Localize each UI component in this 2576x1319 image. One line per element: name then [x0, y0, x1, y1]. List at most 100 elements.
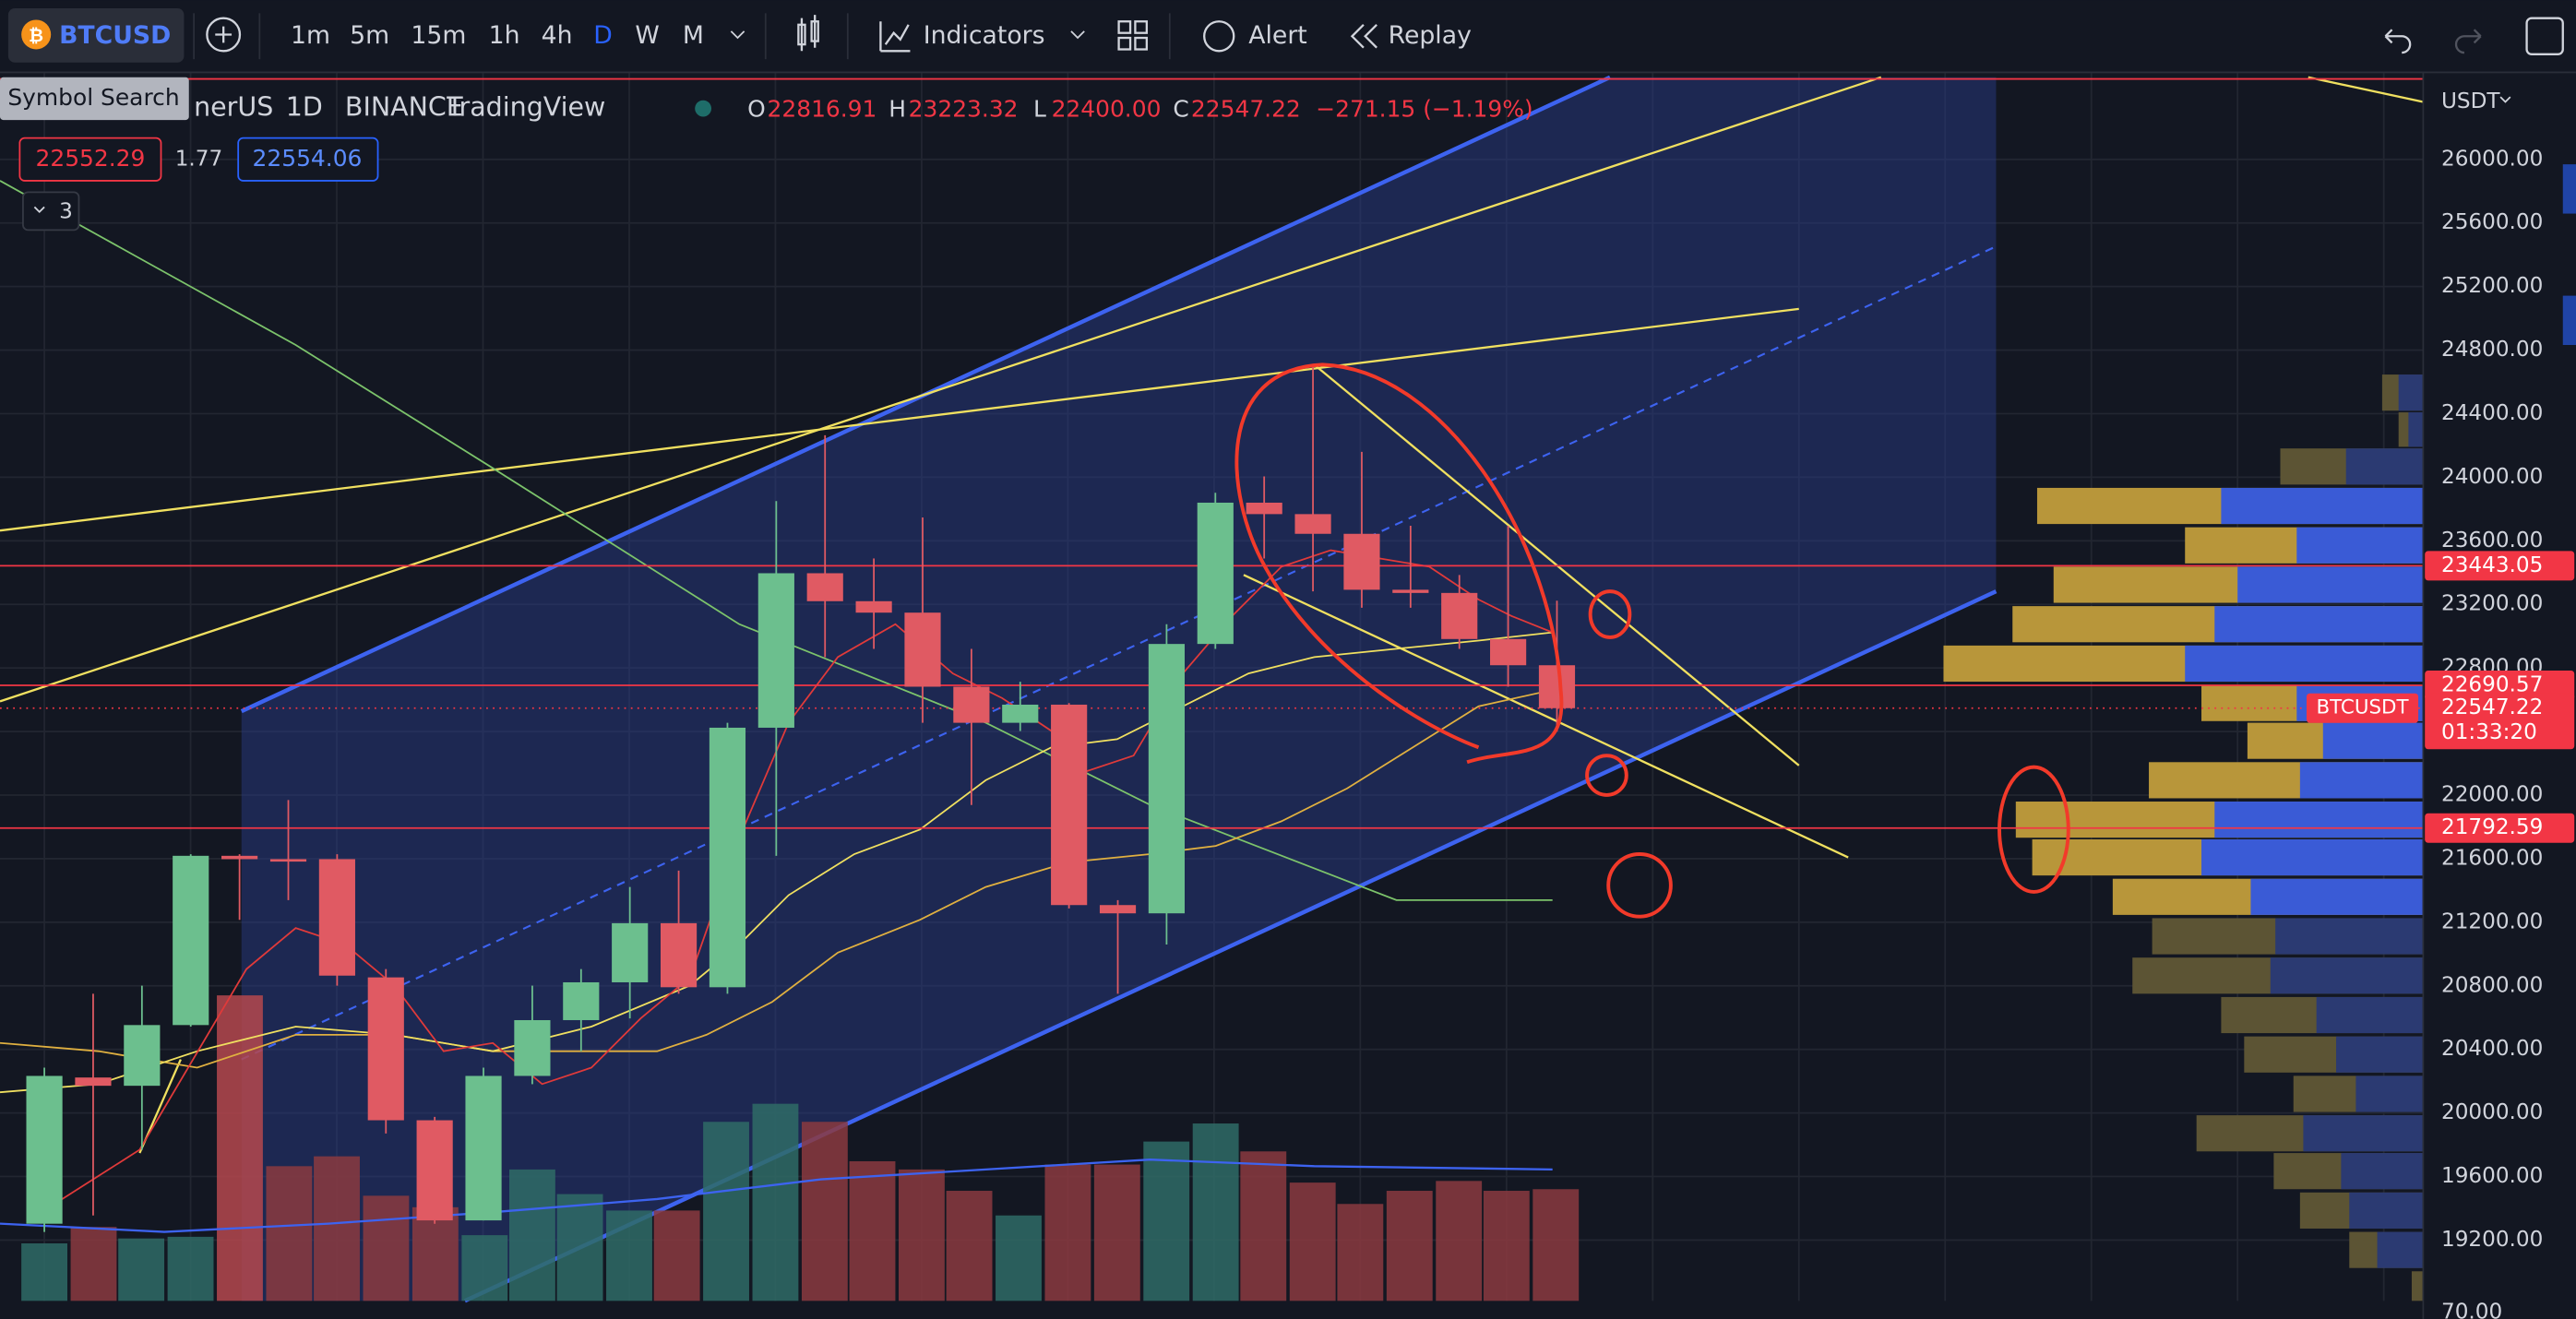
candle-body [1246, 502, 1282, 515]
undo-button[interactable] [2384, 29, 2412, 54]
price-tag [2425, 551, 2575, 581]
last-price-label: 22547.22 [2441, 695, 2543, 719]
volume-bar [1240, 1151, 1287, 1301]
ask-box[interactable] [237, 137, 379, 182]
spread: 1.77 [175, 147, 222, 171]
legend-low: 22400.00 [1052, 95, 1162, 122]
price-tick-label: 20400.00 [2441, 1037, 2543, 1061]
volume-axis-label: 70.00 [2441, 1300, 2502, 1319]
bid-price: 22552.29 [36, 145, 146, 172]
candles [26, 364, 1576, 1232]
ma-long [0, 180, 1553, 901]
volume-bar [1337, 1204, 1384, 1301]
alert-button[interactable]: Alert [1248, 21, 1307, 50]
legend-l-label: L [1033, 95, 1046, 122]
volume-bar [556, 1194, 603, 1301]
interval-button[interactable]: 1h [489, 21, 520, 50]
volume-bar [1483, 1191, 1530, 1301]
interval-button[interactable]: 1m [291, 21, 330, 50]
trend-line [1243, 574, 1849, 859]
vp-row [2349, 1192, 2424, 1229]
volume-bar [1093, 1164, 1140, 1301]
redo-button[interactable] [2454, 29, 2482, 54]
price-levels: BTCUSDT [0, 564, 2424, 829]
symbol-tag [2306, 693, 2419, 723]
interval-button[interactable]: 4h [542, 21, 573, 50]
volume-bar [118, 1238, 165, 1301]
candle-body [221, 855, 258, 860]
vp-row [2341, 1153, 2424, 1190]
interval-button[interactable]: 15m [411, 21, 466, 50]
interval-button[interactable]: 5m [350, 21, 389, 50]
candle-body [416, 1120, 453, 1221]
toolbar [0, 0, 2576, 73]
ask-price: 22554.06 [253, 145, 363, 172]
candle-body [318, 859, 355, 976]
price-tick-label: 20000.00 [2441, 1100, 2543, 1124]
candle-body [465, 1075, 502, 1221]
candle-body [953, 686, 990, 723]
chart-type-button[interactable] [797, 15, 819, 52]
vp-row [2411, 1271, 2424, 1301]
candle-body [563, 981, 600, 1020]
volume-bar [167, 1236, 214, 1301]
indicator-toggle[interactable] [22, 191, 80, 232]
candle-body [514, 1019, 551, 1076]
vp-row [2345, 448, 2424, 485]
fullscreen-button[interactable] [2525, 17, 2564, 56]
volume-bar [801, 1122, 848, 1301]
candle-body [757, 573, 794, 728]
volume-bar [266, 1166, 313, 1301]
interval-button[interactable]: D [593, 21, 613, 50]
candle-body [173, 855, 209, 1026]
indicators-dropdown[interactable] [1070, 30, 1085, 40]
interval-button[interactable]: M [683, 21, 704, 50]
candle-body [1051, 704, 1088, 906]
candle-body [124, 1025, 161, 1087]
annotations [1234, 362, 2070, 919]
vp-row [2377, 1231, 2424, 1268]
bid-box[interactable] [18, 137, 162, 182]
price-tick-label: 22000.00 [2441, 783, 2543, 807]
vp-row [2322, 722, 2424, 759]
volume-bar [898, 1169, 945, 1301]
legend-interval: 1D [286, 92, 323, 123]
candle-body [904, 612, 941, 687]
replay-button[interactable]: Replay [1389, 21, 1472, 50]
compare-button[interactable] [206, 17, 242, 53]
volume-profile [1943, 374, 2424, 1301]
volume-bar [653, 1210, 700, 1301]
price-tick-label: 19200.00 [2441, 1228, 2543, 1252]
channel-fill [241, 77, 1997, 1301]
candle-body [660, 922, 698, 988]
symbol-button[interactable] [7, 7, 185, 63]
legend-close: 22547.22 [1191, 95, 1301, 122]
intervals: 1m 5m 15m 1h 4h D W M [291, 21, 704, 50]
circle-annotation [1588, 589, 1632, 639]
candle-body [1002, 704, 1039, 723]
channel-mid [241, 245, 1997, 1061]
bitcoin-glyph: ₿ [29, 25, 43, 46]
status-dot [695, 100, 712, 117]
candle-body [709, 727, 746, 988]
circle-annotation [1585, 754, 1628, 797]
currency-selector[interactable]: USDT [2441, 89, 2500, 113]
volume [21, 995, 1580, 1301]
interval-button[interactable]: W [635, 21, 659, 50]
candle-body [1197, 502, 1234, 645]
candle-body [855, 600, 892, 613]
volume-bar [1143, 1141, 1190, 1301]
circle-annotation [1234, 362, 1564, 765]
legend-symbol: nerUS [194, 92, 273, 123]
interval-dropdown[interactable] [730, 30, 745, 40]
indicators-button[interactable]: Indicators [924, 21, 1045, 50]
candle-body [1441, 592, 1478, 639]
vp-row [2250, 878, 2424, 915]
price-tag [2425, 813, 2575, 843]
volume-bar [752, 1103, 799, 1301]
volume-bar [703, 1122, 749, 1301]
vp-row [2214, 802, 2424, 838]
legend-high: 23223.32 [909, 95, 1019, 122]
layout-button[interactable] [1117, 20, 1149, 51]
